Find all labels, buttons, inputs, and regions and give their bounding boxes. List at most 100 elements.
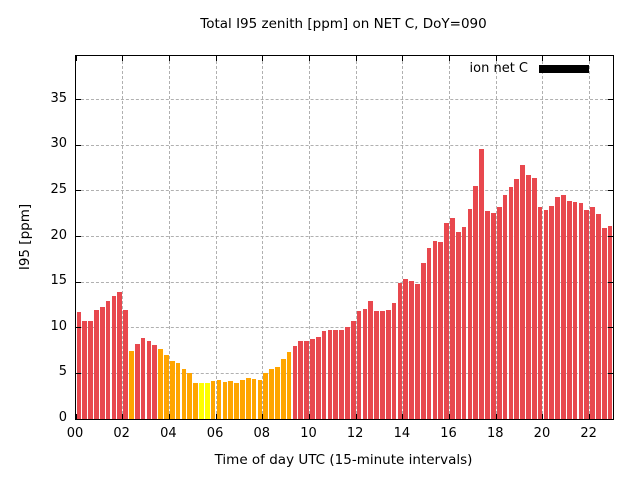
y-tick-mark [76, 190, 81, 192]
x-tick-mark [75, 414, 77, 419]
bar-16:15 [455, 232, 461, 419]
bar-05:15 [199, 383, 204, 419]
x-tick-mark [75, 56, 77, 61]
bar-08:00 [263, 373, 269, 419]
bar-10:45 [327, 329, 333, 419]
bar-06:15 [222, 381, 228, 419]
bar-19:00 [520, 164, 525, 419]
y-gridline [76, 372, 613, 374]
y-gridline [76, 236, 613, 238]
x-tick-label: 06 [206, 426, 224, 441]
x-gridline [262, 56, 264, 419]
x-tick-label: 14 [393, 426, 411, 441]
y-tick-mark [608, 372, 613, 374]
bar-21:15 [572, 201, 578, 419]
bar-21:00 [566, 201, 572, 419]
x-tick-mark [449, 414, 451, 419]
y-gridline [76, 190, 613, 192]
bar-06:45 [234, 383, 239, 419]
bar-06:30 [228, 380, 233, 419]
bar-04:00 [169, 360, 175, 419]
bar-08:30 [275, 367, 280, 419]
chart-title: Total I95 zenith [ppm] on NET C, DoY=090 [200, 16, 487, 32]
bar-05:45 [210, 380, 216, 419]
x-gridline [308, 56, 310, 419]
x-gridline [402, 56, 404, 419]
x-tick-mark [495, 414, 497, 419]
y-gridline [76, 281, 613, 283]
plot-area: ion net C [75, 55, 614, 420]
x-tick-mark [589, 414, 591, 419]
y-tick-label: 5 [58, 364, 67, 380]
bar-17:15 [479, 149, 484, 419]
y-tick-mark [76, 372, 81, 374]
x-tick-mark [308, 414, 310, 419]
x-tick-label: 12 [346, 426, 364, 441]
bar-11:45 [350, 320, 356, 419]
bar-01:45 [117, 292, 123, 419]
x-tick-mark [589, 56, 591, 61]
x-tick-mark [308, 56, 310, 61]
x-tick-label: 20 [533, 426, 551, 441]
bar-20:00 [543, 210, 549, 419]
bar-18:45 [514, 179, 519, 419]
y-tick-label: 30 [50, 136, 67, 152]
y-axis-label: I95 [ppm] [17, 203, 33, 271]
legend-swatch [539, 64, 589, 73]
bar-22:30 [601, 228, 607, 419]
bar-08:45 [280, 358, 286, 419]
x-gridline [168, 56, 170, 419]
bar-14:15 [409, 281, 414, 419]
bar-16:00 [450, 218, 455, 419]
bar-09:15 [292, 346, 298, 419]
y-tick-label: 20 [50, 227, 67, 243]
bar-03:45 [164, 355, 169, 419]
bar-17:00 [473, 185, 479, 419]
y-tick-mark [608, 190, 613, 192]
bar-13:00 [380, 311, 385, 419]
x-tick-mark [449, 56, 451, 61]
bar-22:45 [607, 225, 613, 419]
bar-03:00 [146, 340, 152, 419]
y-tick-mark [608, 327, 613, 329]
bar-12:00 [356, 311, 362, 419]
bar-10:00 [310, 338, 315, 419]
bar-04:15 [175, 363, 181, 419]
x-tick-mark [122, 56, 124, 61]
bar-19:30 [531, 178, 537, 419]
y-tick-label: 35 [50, 90, 67, 106]
bar-12:30 [368, 301, 374, 419]
bar-18:00 [496, 206, 502, 419]
bar-14:30 [415, 284, 420, 419]
x-gridline [215, 56, 217, 419]
bar-02:30 [134, 344, 140, 419]
bar-20:45 [561, 194, 566, 419]
bar-14:00 [403, 278, 409, 419]
bar-12:15 [362, 308, 368, 419]
x-tick-mark [542, 414, 544, 419]
bar-11:00 [333, 329, 339, 419]
bar-01:00 [99, 306, 105, 419]
y-tick-mark [608, 144, 613, 146]
bar-17:45 [491, 212, 496, 419]
y-tick-mark [76, 236, 81, 238]
bar-01:30 [111, 295, 117, 419]
bar-04:45 [187, 373, 193, 419]
bar-19:45 [537, 207, 543, 419]
x-tick-label: 18 [486, 426, 504, 441]
x-tick-label: 04 [160, 426, 177, 441]
x-gridline [449, 56, 451, 419]
bar-09:00 [286, 351, 292, 419]
x-tick-label: 22 [580, 426, 597, 441]
bar-15:00 [426, 248, 432, 419]
bar-10:30 [321, 330, 327, 419]
bar-21:30 [578, 202, 584, 419]
bar-00:30 [88, 320, 93, 419]
bar-07:15 [245, 377, 251, 419]
bar-17:30 [485, 211, 490, 419]
legend-label: ion net C [469, 61, 528, 76]
x-tick-mark [168, 414, 170, 419]
x-tick-label: 08 [253, 426, 271, 441]
y-tick-mark [608, 418, 613, 420]
bar-12:45 [374, 311, 379, 419]
